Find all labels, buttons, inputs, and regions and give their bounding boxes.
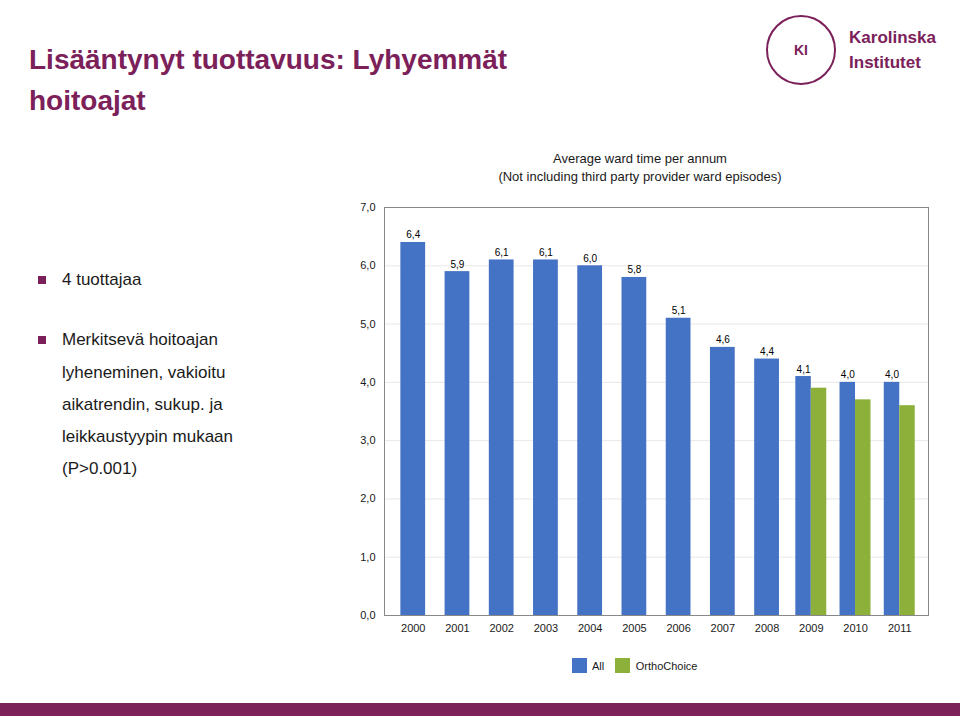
svg-text:2008: 2008 — [755, 622, 779, 634]
svg-text:6,0: 6,0 — [583, 253, 597, 264]
svg-text:2004: 2004 — [578, 622, 602, 634]
svg-text:0,0: 0,0 — [360, 609, 375, 621]
svg-text:4,4: 4,4 — [760, 346, 774, 357]
svg-text:2002: 2002 — [489, 622, 513, 634]
svg-text:4,0: 4,0 — [885, 369, 899, 380]
svg-text:2,0: 2,0 — [360, 493, 375, 505]
svg-text:4,0: 4,0 — [841, 369, 855, 380]
svg-text:2010: 2010 — [843, 622, 867, 634]
svg-text:5,1: 5,1 — [672, 305, 686, 316]
svg-text:5,8: 5,8 — [627, 265, 641, 276]
svg-text:2001: 2001 — [445, 622, 469, 634]
svg-text:1,0: 1,0 — [360, 551, 375, 563]
html-text:(Not including third party pro: (Not including third party provider ward… — [498, 168, 782, 184]
svg-text:2007: 2007 — [711, 622, 735, 634]
svg-text:5,9: 5,9 — [451, 259, 465, 270]
svg-text:2011: 2011 — [888, 622, 912, 634]
svg-text:4,0: 4,0 — [360, 376, 375, 388]
html-text:OrthoChoice: OrthoChoice — [635, 659, 698, 672]
html-text:4 tuottajaa: 4 tuottajaa — [62, 270, 142, 289]
html-text:Merkitsevä hoitoajan: Merkitsevä hoitoajan — [62, 330, 218, 349]
html-text:(P>0.001): (P>0.001) — [62, 459, 138, 478]
svg-text:6,4: 6,4 — [406, 230, 420, 241]
svg-text:2003: 2003 — [534, 622, 558, 634]
svg-text:2000: 2000 — [401, 622, 425, 634]
svg-text:KI: KI — [794, 42, 808, 58]
svg-text:6,0: 6,0 — [360, 259, 375, 271]
html-text:leikkaustyypin mukaan: leikkaustyypin mukaan — [62, 427, 233, 446]
html-text:Lisääntynyt tuottavuus: Lyhyem: Lisääntynyt tuottavuus: Lyhyemmät — [29, 44, 508, 75]
html-text:Institutet: Institutet — [849, 53, 921, 72]
svg-text:6,1: 6,1 — [495, 247, 509, 258]
svg-text:6,1: 6,1 — [539, 247, 553, 258]
html-text:Karolinska: Karolinska — [849, 27, 936, 47]
svg-text:3,0: 3,0 — [360, 434, 375, 446]
svg-text:2005: 2005 — [622, 622, 646, 634]
html-text:aikatrendin, sukup. ja: aikatrendin, sukup. ja — [62, 395, 223, 414]
html-text:Average ward time per annum: Average ward time per annum — [553, 151, 727, 166]
html-text:hoitoajat: hoitoajat — [29, 84, 146, 116]
svg-text:4,1: 4,1 — [797, 364, 811, 375]
svg-text:5,0: 5,0 — [360, 318, 375, 330]
html-text:All: All — [592, 659, 605, 672]
html-text:lyheneminen, vakioitu: lyheneminen, vakioitu — [62, 363, 226, 382]
svg-text:4,6: 4,6 — [716, 334, 730, 345]
svg-text:2006: 2006 — [666, 622, 690, 634]
svg-text:7,0: 7,0 — [360, 201, 375, 213]
svg-text:2009: 2009 — [799, 622, 823, 634]
